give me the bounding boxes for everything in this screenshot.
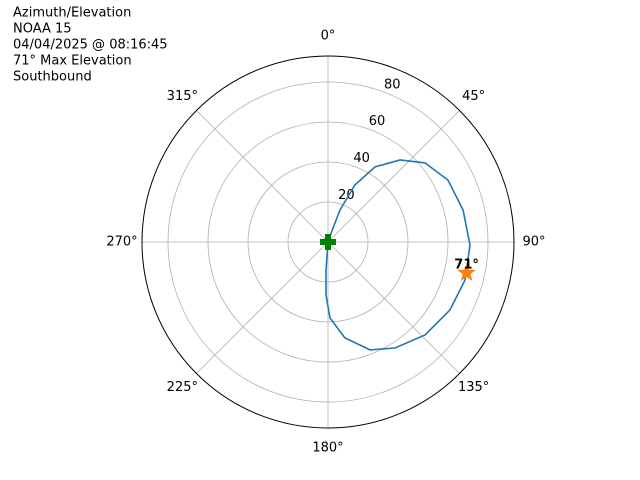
- start-marker: [320, 234, 336, 250]
- x-tick-label: 90°: [522, 235, 545, 250]
- x-tick-label: 0°: [321, 29, 336, 44]
- y-tick-label: 60: [369, 114, 386, 129]
- x-tick-label: 315°: [167, 89, 198, 104]
- title-line: 71° Max Elevation: [13, 54, 132, 69]
- grid-circle: [287, 201, 369, 283]
- title-line: 04/04/2025 @ 08:16:45: [13, 38, 168, 53]
- x-tick-label: 225°: [167, 380, 198, 395]
- max-label: 71°: [454, 257, 479, 272]
- track-line: [325, 159, 471, 351]
- title-line: Azimuth/Elevation: [13, 6, 131, 21]
- x-tick-label: 45°: [462, 89, 485, 104]
- grid-line: [196, 241, 329, 374]
- grid-line: [196, 110, 329, 243]
- grid-circle: [167, 81, 489, 403]
- grid-line: [327, 110, 460, 243]
- grid-circle: [207, 121, 449, 363]
- title-line: NOAA 15: [13, 22, 72, 37]
- grid-line: [327, 241, 460, 374]
- y-tick-label: 40: [353, 151, 370, 166]
- y-tick-label: 80: [384, 77, 401, 92]
- grid-circle: [247, 161, 409, 323]
- title-line: Southbound: [13, 70, 92, 85]
- polar-frame: [141, 55, 515, 429]
- x-tick-label: 270°: [106, 235, 137, 250]
- max-marker: [457, 263, 477, 282]
- x-tick-label: 135°: [458, 380, 489, 395]
- x-tick-label: 180°: [312, 441, 343, 456]
